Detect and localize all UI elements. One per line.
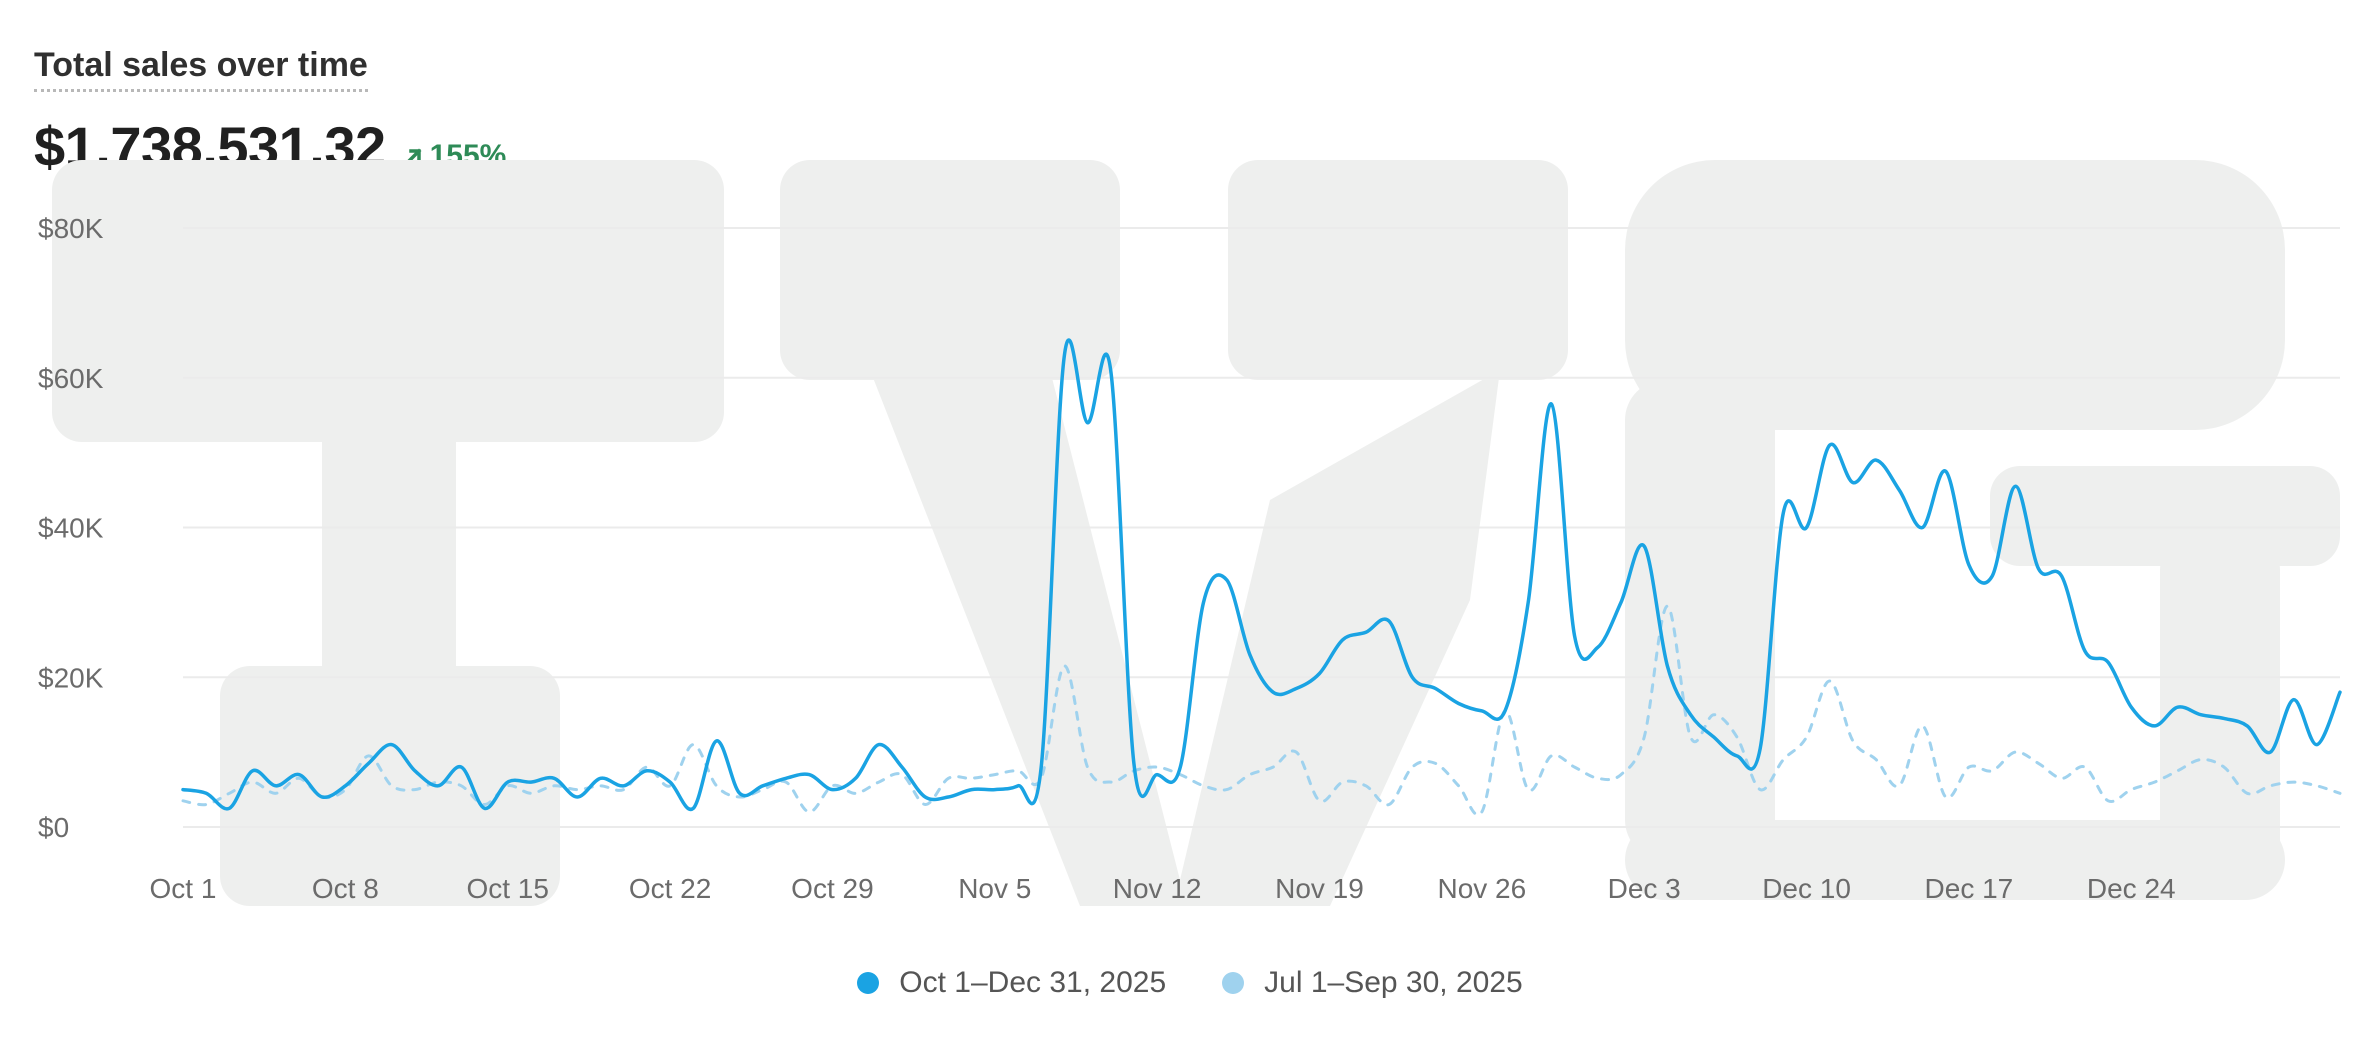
x-tick-label: Dec 10 xyxy=(1762,873,1851,904)
watermark-shape xyxy=(1990,466,2340,566)
x-tick-label: Dec 17 xyxy=(1925,873,2014,904)
legend-item-previous[interactable]: Jul 1–Sep 30, 2025 xyxy=(1222,966,1523,1000)
watermark-logo xyxy=(52,160,2340,906)
x-tick-label: Dec 24 xyxy=(2087,873,2176,904)
watermark-shape xyxy=(870,370,1500,906)
x-tick-label: Oct 15 xyxy=(466,873,548,904)
x-tick-label: Oct 29 xyxy=(791,873,873,904)
x-tick-label: Nov 12 xyxy=(1113,873,1202,904)
watermark-shape xyxy=(780,160,1120,380)
x-tick-label: Oct 22 xyxy=(629,873,711,904)
chart-title: Total sales over time xyxy=(34,46,368,92)
legend-dot-previous xyxy=(1222,972,1245,994)
x-tick-label: Oct 8 xyxy=(312,873,379,904)
legend-item-current[interactable]: Oct 1–Dec 31, 2025 xyxy=(857,966,1166,1000)
legend: Oct 1–Dec 31, 2025 Jul 1–Sep 30, 2025 xyxy=(0,966,2380,1000)
legend-label-current: Oct 1–Dec 31, 2025 xyxy=(899,966,1167,999)
x-tick-label: Nov 5 xyxy=(958,873,1031,904)
y-tick-label: $60K xyxy=(38,363,104,394)
x-tick-label: Dec 3 xyxy=(1608,873,1681,904)
watermark-shape xyxy=(1625,820,2285,900)
y-tick-label: $20K xyxy=(38,662,104,693)
watermark-shape xyxy=(1625,380,1775,860)
x-tick-label: Oct 1 xyxy=(150,873,217,904)
grid-lines xyxy=(183,227,2340,828)
legend-dot-current xyxy=(857,972,880,994)
x-tick-label: Nov 26 xyxy=(1437,873,1526,904)
watermark-shape xyxy=(52,160,724,442)
series-line-current xyxy=(181,338,2342,812)
x-tick-label: Nov 19 xyxy=(1275,873,1364,904)
series-line-previous xyxy=(181,604,2342,817)
y-tick-label: $80K xyxy=(38,213,104,244)
y-tick-label: $40K xyxy=(38,513,104,544)
y-axis: $0 $20K $40K $60K $80K xyxy=(38,213,104,843)
watermark-shape xyxy=(220,666,560,906)
watermark-shape xyxy=(1228,160,1568,380)
legend-label-previous: Jul 1–Sep 30, 2025 xyxy=(1264,966,1523,999)
watermark-shape xyxy=(2160,540,2280,880)
series-lines xyxy=(181,338,2342,817)
x-axis: Oct 1 Oct 8 Oct 15 Oct 22 Oct 29 Nov 5 Nov 12 N… xyxy=(150,873,2176,904)
y-tick-label: $0 xyxy=(38,812,69,843)
